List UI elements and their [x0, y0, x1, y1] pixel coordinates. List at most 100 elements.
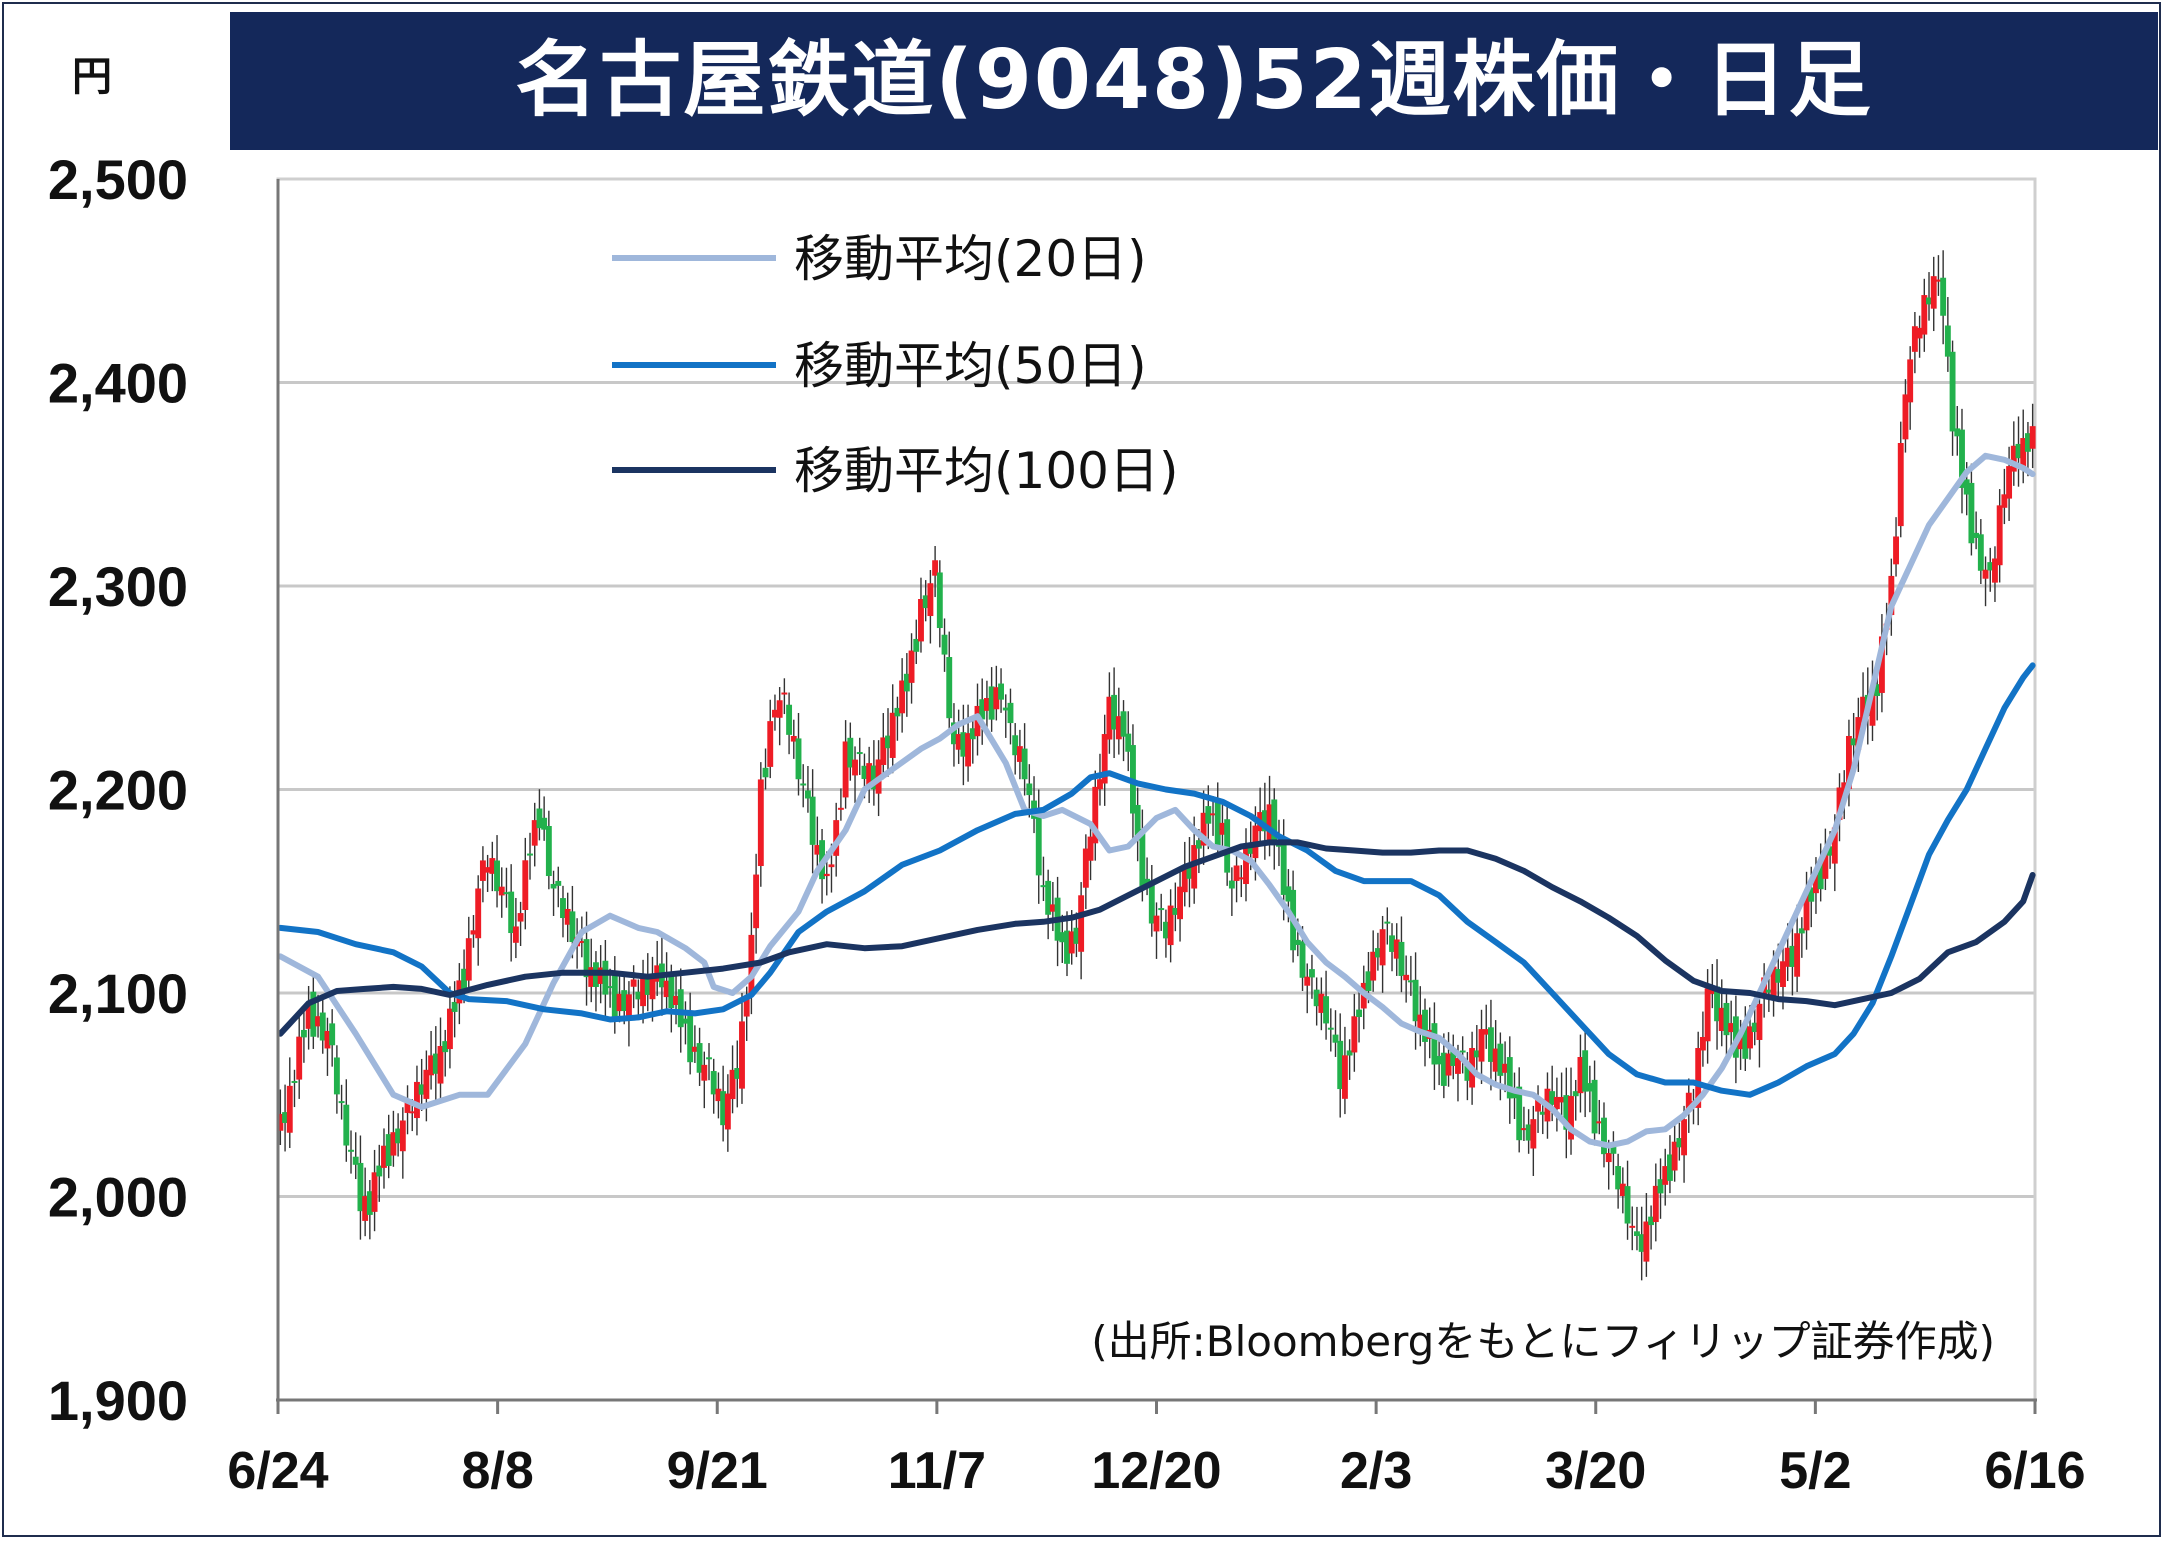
candle-down [602, 960, 609, 995]
candle-up [767, 721, 774, 767]
line-ma20 [277, 452, 2036, 1149]
candle-down [856, 752, 863, 755]
candle-up [1836, 787, 1843, 820]
candle-down [282, 1112, 289, 1123]
candle-down [1144, 878, 1151, 884]
candle-down [1431, 1023, 1438, 1065]
candle-down [1615, 1166, 1622, 1190]
candle-up [277, 1113, 284, 1131]
candle-down [1450, 1049, 1457, 1066]
candle-up [1078, 895, 1085, 952]
candle-down [941, 634, 948, 655]
y-axis-ticks: 2,500 2,400 2,300 2,200 2,100 2,000 1,900 [48, 148, 188, 1432]
candle-down [979, 699, 986, 720]
candle-up [640, 976, 647, 1007]
candle-up [739, 1021, 745, 1089]
candle-up [889, 712, 896, 758]
candle-up [823, 873, 830, 877]
legend: 移動平均(20日) 移動平均(50日) 移動平均(100日) [612, 230, 1178, 500]
candle-down [2015, 443, 2022, 459]
candle-down [319, 1012, 326, 1041]
candle-down [1634, 1231, 1640, 1237]
candle-up [315, 1016, 321, 1027]
candle-down [1356, 1009, 1362, 1018]
legend-label-ma20: 移動平均(20日) [794, 230, 1147, 288]
candle-up [1520, 1128, 1527, 1131]
candle-up [1916, 327, 1923, 339]
candle-down [1968, 482, 1975, 544]
y-tick-label: 2,000 [48, 1166, 188, 1229]
candle-down [503, 892, 510, 895]
candle-up [512, 926, 519, 943]
candle-down [922, 595, 929, 609]
candle-down [1327, 1027, 1334, 1030]
candle-up [743, 997, 750, 1017]
source-note: (出所:Bloombergをもとにフィリップ証券作成) [1091, 1317, 1995, 1366]
candle-up [625, 994, 632, 1019]
candle-up [1304, 976, 1311, 986]
candle-up [1181, 866, 1188, 893]
y-tick-label: 2,300 [48, 555, 188, 618]
candle-down [343, 1104, 350, 1146]
candle-up [1379, 929, 1386, 966]
candle-down [936, 572, 943, 629]
y-unit-label: 円 [72, 54, 112, 100]
candle-up [932, 560, 939, 576]
candle-up [1996, 505, 2003, 566]
candle-up [993, 687, 1000, 710]
candle-down [1012, 735, 1019, 756]
candle-up [965, 733, 972, 767]
legend-label-ma50: 移動平均(50日) [794, 337, 1147, 395]
candle-down [687, 1012, 694, 1063]
candle-down [720, 1091, 727, 1126]
candle-up [1921, 295, 1928, 335]
candle-down [861, 765, 868, 779]
candle-up [1233, 865, 1240, 881]
candle-up [753, 874, 760, 929]
candle-up [1351, 1016, 1358, 1053]
candle-up [484, 867, 491, 873]
candle-up [1403, 974, 1410, 981]
candle-up [428, 1055, 435, 1076]
candle-down [809, 796, 816, 845]
candle-up [437, 1046, 444, 1084]
candle-up [1780, 961, 1786, 987]
candle-down [494, 860, 500, 892]
candle-up [1553, 1096, 1560, 1110]
candle-down [1323, 996, 1330, 1024]
candle-down [1247, 846, 1254, 854]
candle-up [1016, 746, 1023, 762]
candle-down [1511, 1089, 1518, 1099]
candle-up [1238, 877, 1245, 880]
candle-down [1389, 935, 1395, 952]
candle-down [291, 1080, 298, 1083]
candle-down [870, 765, 877, 790]
candle-up [842, 741, 849, 798]
candle-up [918, 599, 924, 642]
candle-up [1577, 1057, 1584, 1094]
candle-down [1002, 707, 1009, 711]
candle-down [611, 975, 618, 1022]
candle-down [1572, 1091, 1579, 1097]
candle-up [1662, 1166, 1669, 1185]
candle-down [1059, 932, 1066, 943]
candle-down [1045, 880, 1052, 915]
candle-down [1949, 351, 1956, 432]
candle-up [781, 692, 788, 695]
candle-up [1935, 279, 1942, 282]
candle-up [880, 737, 887, 765]
candle-up [1893, 536, 1899, 565]
candle-up [498, 886, 505, 896]
candle-up [1243, 844, 1249, 885]
candle-up [955, 734, 962, 750]
candle-down [1775, 969, 1782, 983]
candle-up [1417, 1014, 1424, 1031]
candle-down [1808, 887, 1815, 902]
candle-down [1765, 989, 1772, 993]
candle-up [1092, 786, 1099, 844]
candle-down [696, 1043, 703, 1073]
candle-up [1728, 1023, 1735, 1033]
candle-up [597, 967, 604, 984]
candle-up [1770, 966, 1777, 1000]
candle-up [729, 1069, 736, 1100]
